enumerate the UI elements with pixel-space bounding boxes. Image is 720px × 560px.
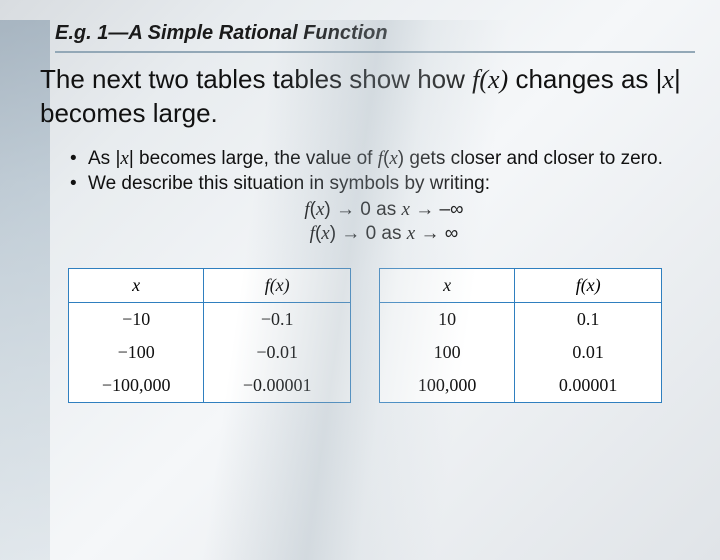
slide-header: E.g. 1—A Simple Rational Function bbox=[55, 20, 695, 53]
slide-content: The next two tables tables show how f(x)… bbox=[40, 63, 690, 403]
col-header-x: x bbox=[380, 268, 515, 302]
left-table: x f(x) −10−0.1 −100−0.01 −100,000−0.0000… bbox=[68, 268, 351, 403]
l2-x1: x bbox=[321, 223, 329, 244]
bullet-1: As |x| becomes large, the value of f(x) … bbox=[70, 147, 680, 171]
cell-x: −10 bbox=[69, 302, 204, 336]
tables-row: x f(x) −10−0.1 −100−0.01 −100,000−0.0000… bbox=[68, 268, 662, 403]
cell-x: 10 bbox=[380, 302, 515, 336]
hfx2: f(x) bbox=[576, 275, 601, 295]
intro-paragraph: The next two tables tables show how f(x)… bbox=[40, 63, 690, 131]
cell-fx: −0.00001 bbox=[204, 369, 351, 403]
slide-title: E.g. 1—A Simple Rational Function bbox=[55, 22, 695, 45]
l1-tail: → –∞ bbox=[410, 199, 464, 220]
table-row: 1000.01 bbox=[380, 336, 662, 369]
cell-x: −100,000 bbox=[69, 369, 204, 403]
b1-close: ) gets closer and closer to zero. bbox=[398, 148, 663, 169]
table-row: −100,000−0.00001 bbox=[69, 369, 351, 403]
col-header-x: x bbox=[69, 268, 204, 302]
col-header-fx: f(x) bbox=[204, 268, 351, 302]
bullet-list: As |x| becomes large, the value of f(x) … bbox=[70, 147, 680, 246]
fx-symbol: f(x) bbox=[472, 65, 508, 94]
cell-x: 100 bbox=[380, 336, 515, 369]
b2-text: We describe this situation in symbols by… bbox=[88, 173, 490, 194]
b1-mid: | becomes large, the value of bbox=[129, 148, 378, 169]
cell-x: −100 bbox=[69, 336, 204, 369]
cell-x: 100,000 bbox=[380, 369, 515, 403]
col-header-fx: f(x) bbox=[515, 268, 662, 302]
table-header-row: x f(x) bbox=[69, 268, 351, 302]
l2-x2: x bbox=[407, 223, 415, 244]
cell-fx: −0.1 bbox=[204, 302, 351, 336]
l1-x2: x bbox=[402, 199, 410, 220]
table-row: −100−0.01 bbox=[69, 336, 351, 369]
bullet-2: We describe this situation in symbols by… bbox=[70, 172, 680, 245]
b1-fxvar: x bbox=[389, 148, 397, 169]
limit-line-1: f(x) → 0 as x → –∞ bbox=[88, 198, 680, 222]
para-text: The next two tables tables show how bbox=[40, 64, 472, 94]
b1-x: x bbox=[120, 148, 128, 169]
limit-lines: f(x) → 0 as x → –∞ f(x) → 0 as x → ∞ bbox=[88, 198, 680, 246]
table-row: 100.1 bbox=[380, 302, 662, 336]
para-mid: changes as | bbox=[508, 64, 662, 94]
hx2: x bbox=[443, 275, 451, 295]
cell-fx: −0.01 bbox=[204, 336, 351, 369]
limit-line-2: f(x) → 0 as x → ∞ bbox=[88, 222, 680, 246]
right-table: x f(x) 100.1 1000.01 100,0000.00001 bbox=[379, 268, 662, 403]
x-var: x bbox=[662, 65, 674, 94]
table-header-row: x f(x) bbox=[380, 268, 662, 302]
cell-fx: 0.01 bbox=[515, 336, 662, 369]
hfx: f(x) bbox=[265, 275, 290, 295]
table-row: −10−0.1 bbox=[69, 302, 351, 336]
hx: x bbox=[132, 275, 140, 295]
b1-prefix: As | bbox=[88, 148, 120, 169]
cell-fx: 0.00001 bbox=[515, 369, 662, 403]
table-row: 100,0000.00001 bbox=[380, 369, 662, 403]
l1-close: ) → 0 as bbox=[324, 199, 401, 220]
l2-close: ) → 0 as bbox=[330, 223, 407, 244]
cell-fx: 0.1 bbox=[515, 302, 662, 336]
fx-text: f(x) bbox=[472, 65, 508, 94]
l2-tail: → ∞ bbox=[415, 223, 458, 244]
